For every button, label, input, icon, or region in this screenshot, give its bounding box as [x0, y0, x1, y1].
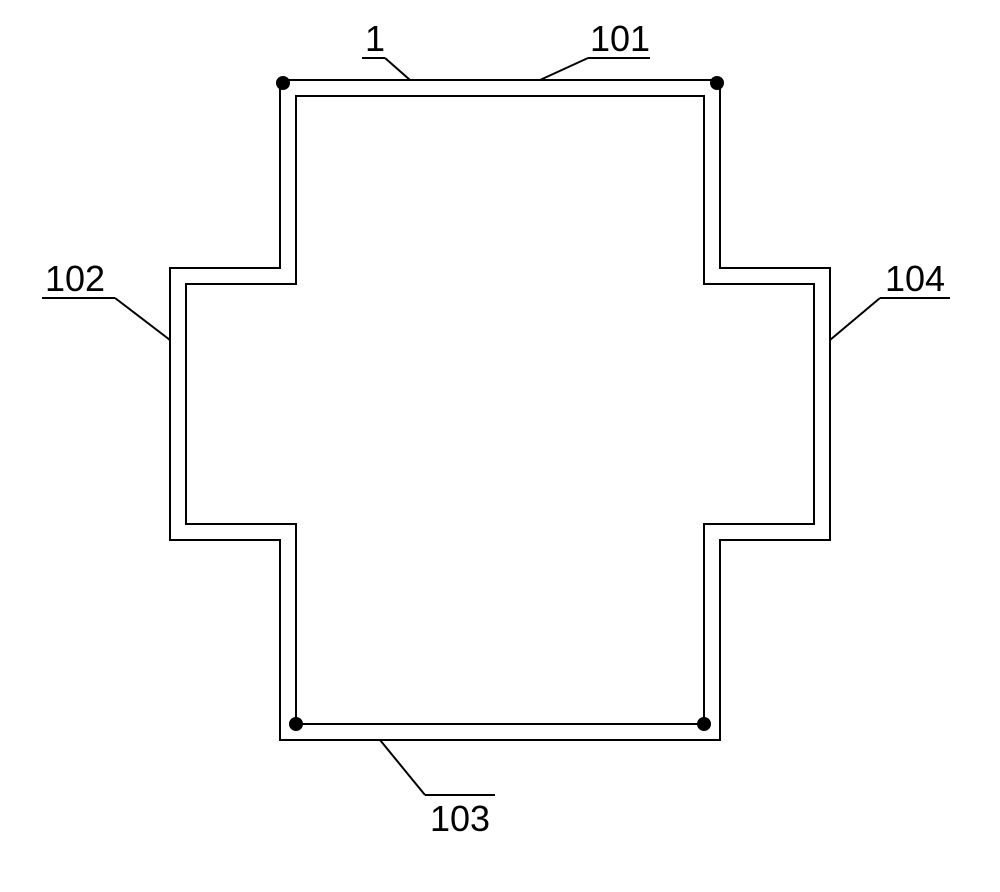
label-103: 103	[430, 798, 490, 840]
label-101: 101	[590, 18, 650, 60]
leader-line-1	[385, 58, 410, 80]
label-104: 104	[885, 258, 945, 300]
corner-dot-bottom-left	[289, 717, 303, 731]
corner-dot-bottom-right	[697, 717, 711, 731]
leader-line-103	[380, 740, 425, 795]
corner-dot-top-right	[710, 76, 724, 90]
label-1: 1	[365, 18, 385, 60]
corner-dot-top-left	[276, 76, 290, 90]
leader-line-101	[540, 58, 588, 80]
outer-shape-path	[170, 80, 830, 740]
leader-line-104	[830, 298, 880, 340]
leader-line-102	[115, 298, 170, 340]
diagram-svg	[0, 0, 1000, 887]
schematic-diagram: 1 101 102 104 103	[0, 0, 1000, 887]
label-102: 102	[45, 258, 105, 300]
